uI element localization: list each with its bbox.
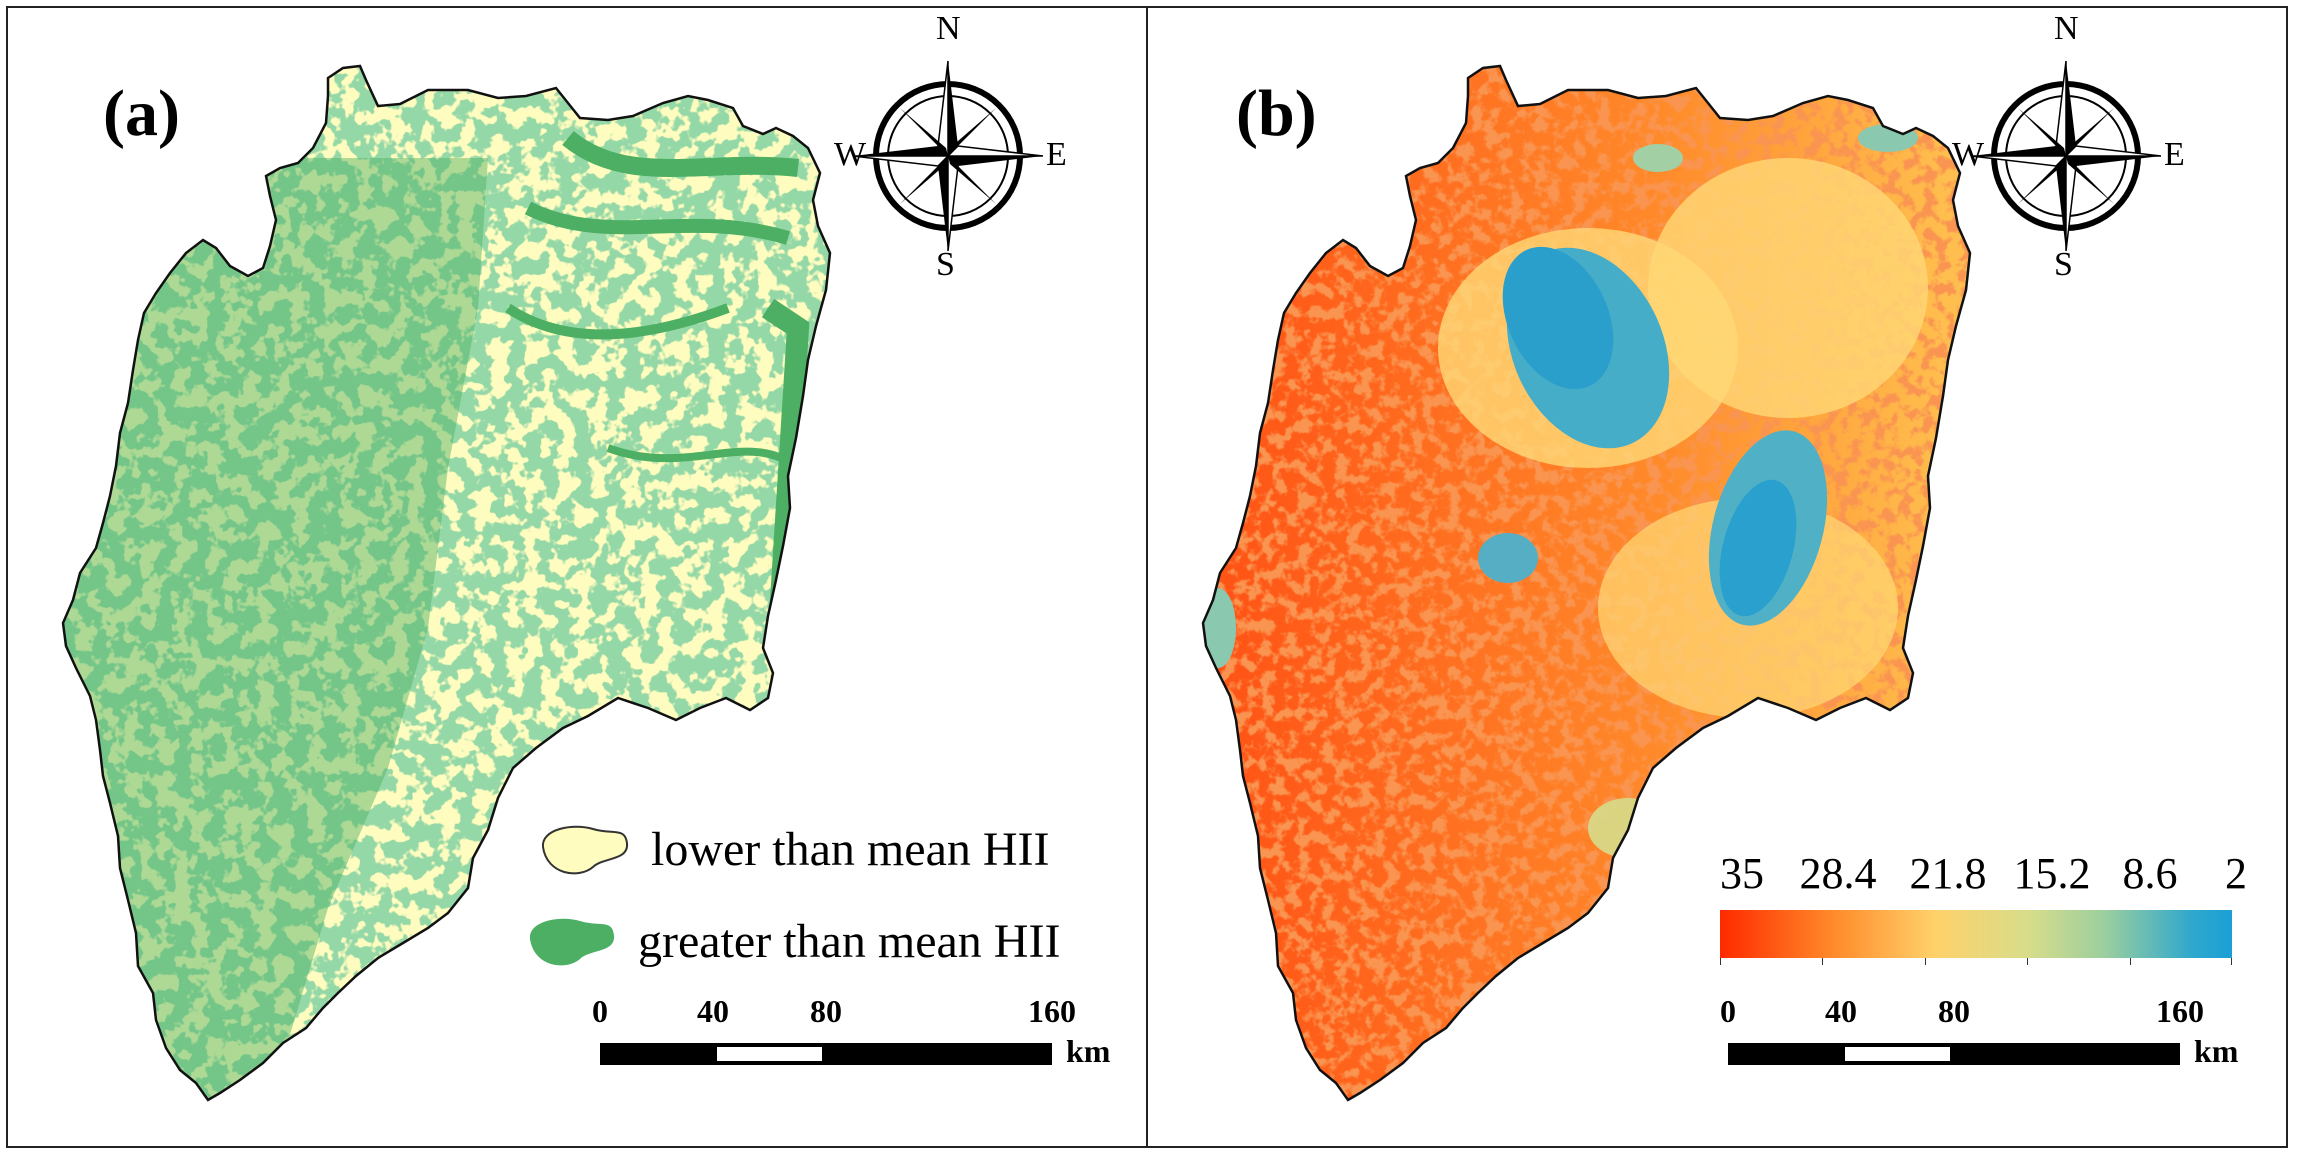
scalebar-tick-80: 80 bbox=[810, 993, 842, 1029]
legend-label-lower: lower than mean HII bbox=[651, 822, 1050, 876]
scalebar-tick-40: 40 bbox=[697, 993, 729, 1029]
legend-item-lower: lower than mean HII bbox=[533, 814, 1050, 884]
scalebar-segment bbox=[1954, 1043, 2180, 1065]
scalebar-tick-160: 160 bbox=[1028, 993, 1076, 1029]
compass-s: S bbox=[936, 246, 955, 283]
scalebar-tick-80: 80 bbox=[1938, 993, 1970, 1029]
colorbar-tick bbox=[1720, 958, 1721, 965]
scalebar-segment bbox=[1841, 1043, 1954, 1065]
scalebar-tick-160: 160 bbox=[2156, 993, 2204, 1029]
colorbar-label: 28.4 bbox=[1799, 849, 1877, 898]
panel-b: (b) N S W E 35 28.4 21.8 15.2 8.6 2 bbox=[1148, 8, 2286, 1146]
compass-e: E bbox=[2164, 136, 2185, 173]
compass-n: N bbox=[936, 10, 961, 47]
scalebar-segment bbox=[826, 1043, 1052, 1065]
scalebar-tick-0: 0 bbox=[592, 993, 608, 1029]
compass-rose-b: N S W E bbox=[1906, 10, 2226, 286]
colorbar bbox=[1720, 910, 2232, 958]
colorbar-label: 35 bbox=[1720, 849, 1764, 898]
hii-binary-map bbox=[61, 64, 832, 1102]
compass-rose-a: N S W E bbox=[788, 10, 1108, 286]
panel-a: (a) N S W E lower than mean HII bbox=[8, 8, 1146, 1146]
compass-s: S bbox=[2054, 246, 2073, 283]
colorbar-tick bbox=[1925, 958, 1926, 965]
legend-item-greater: greater than mean HII bbox=[520, 906, 1060, 976]
panel-a-label: (a) bbox=[103, 77, 180, 150]
colorbar-tick bbox=[2130, 958, 2131, 965]
compass-icon bbox=[852, 60, 1044, 252]
scalebar-segment bbox=[1728, 1043, 1841, 1065]
legend-label-greater: greater than mean HII bbox=[638, 914, 1061, 968]
compass-w: W bbox=[834, 136, 867, 173]
scalebar-a: 0 40 80 160 km bbox=[588, 993, 1128, 1083]
compass-e: E bbox=[1046, 136, 1067, 173]
colorbar-label: 21.8 bbox=[1909, 849, 1987, 898]
scalebar-segment bbox=[600, 1043, 713, 1065]
compass-icon bbox=[1970, 60, 2162, 252]
legend-swatch-greater bbox=[529, 918, 615, 966]
scalebar-tick-0: 0 bbox=[1720, 993, 1736, 1029]
scalebar-segment bbox=[713, 1043, 826, 1065]
scalebar-unit: km bbox=[1066, 1033, 1111, 1069]
panel-b-label: (b) bbox=[1236, 77, 1317, 150]
legend-swatch-lower bbox=[541, 825, 629, 875]
compass-w: W bbox=[1952, 136, 1985, 173]
scalebar-tick-40: 40 bbox=[1825, 993, 1857, 1029]
colorbar-label: 8.6 bbox=[2122, 849, 2178, 898]
scalebar-b: 0 40 80 160 km bbox=[1716, 993, 2256, 1083]
colorbar-label: 15.2 bbox=[2013, 849, 2091, 898]
colorbar-tick bbox=[2027, 958, 2028, 965]
compass-n: N bbox=[2054, 10, 2079, 47]
colorbar-labels: 35 28.4 21.8 15.2 8.6 2 bbox=[1706, 848, 2266, 898]
panel-divider bbox=[1146, 6, 1148, 1148]
colorbar-tick bbox=[1822, 958, 1823, 965]
scalebar-unit: km bbox=[2194, 1033, 2239, 1069]
colorbar-label: 2 bbox=[2225, 849, 2247, 898]
colorbar-tick bbox=[2231, 958, 2232, 965]
hii-continuous-map bbox=[1201, 64, 1972, 1102]
